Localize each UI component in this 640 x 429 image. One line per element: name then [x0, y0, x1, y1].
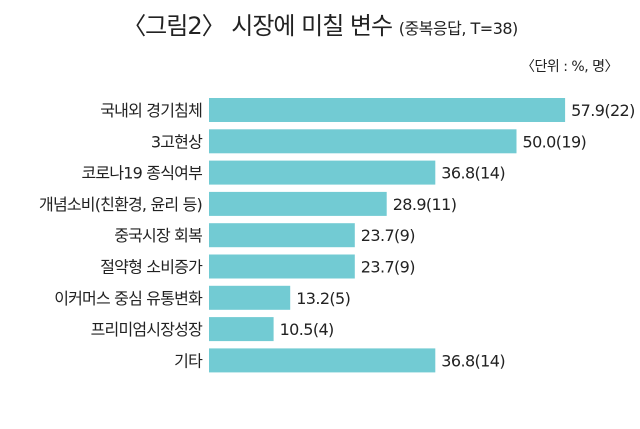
value-label-3: 28.9(11): [393, 195, 457, 214]
value-label-4: 23.7(9): [361, 226, 415, 245]
category-label-2: 코로나19 종식여부: [82, 164, 203, 183]
category-label-0: 국내외 경기침체: [100, 101, 202, 120]
bar-3: [209, 191, 387, 216]
bar-0: [209, 98, 566, 122]
category-label-7: 프리미엄시장성장: [91, 320, 203, 339]
value-label-6: 13.2(5): [296, 289, 350, 308]
chart-title: 〈그림2〉 시장에 미칠 변수 (중복응답, T=38): [0, 6, 640, 41]
value-label-5: 23.7(9): [361, 258, 415, 277]
category-label-3: 개념소비(친환경, 윤리 등): [39, 195, 202, 214]
unit-note: 〈단위 : %, 명〉: [521, 59, 618, 75]
bar-2: [209, 160, 436, 185]
bar-1: [209, 129, 517, 154]
value-labels-group: 57.9(22) 50.0(19) 36.8(14) 28.9(11) 23.7(9) 2…: [280, 101, 636, 370]
value-label-0: 57.9(22): [571, 101, 635, 120]
category-label-6: 이커머스 중심 유통변화: [54, 289, 203, 308]
category-label-5: 절약형 소비증가: [100, 258, 203, 277]
value-label-8: 36.8(14): [441, 351, 505, 370]
value-label-2: 36.8(14): [441, 164, 505, 183]
bar-6: [209, 285, 291, 310]
bar-7: [209, 317, 274, 342]
bar-8: [209, 348, 436, 373]
chart-title-main: 〈그림2〉 시장에 미칠 변수: [122, 12, 393, 40]
category-label-4: 중국시장 회복: [114, 226, 202, 245]
bar-5: [209, 254, 355, 279]
bar-4: [209, 223, 355, 248]
value-label-1: 50.0(19): [523, 132, 587, 151]
chart-subtitle: (중복응답, T=38): [398, 19, 519, 38]
bars-group: [209, 98, 566, 373]
value-label-7: 10.5(4): [280, 320, 334, 339]
category-label-1: 3고현상: [151, 132, 203, 151]
category-label-8: 기타: [174, 351, 203, 370]
